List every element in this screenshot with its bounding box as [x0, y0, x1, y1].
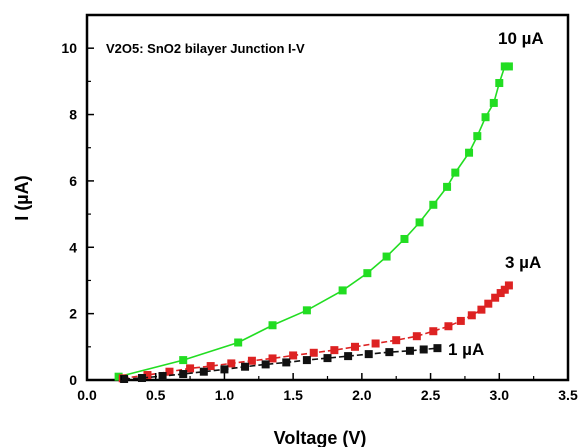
data-point	[179, 370, 188, 379]
data-point	[268, 321, 277, 330]
data-point	[429, 200, 438, 209]
x-tick-label: 0.0	[77, 387, 97, 403]
data-point	[338, 286, 347, 295]
x-tick-label: 2.5	[421, 387, 441, 403]
data-point	[477, 305, 486, 314]
data-point	[500, 62, 509, 71]
data-point	[179, 356, 188, 365]
data-point	[412, 332, 421, 341]
data-point	[364, 350, 373, 359]
series-10ua	[114, 62, 513, 381]
data-point	[382, 252, 391, 261]
data-point	[433, 344, 442, 353]
series-label-3ua: 3 µA	[505, 253, 541, 272]
data-point	[371, 339, 380, 348]
data-point	[344, 352, 353, 361]
ticks-group: 0.0 0.5 1.0 1.5 2.0 2.5 3.0 3.5 0 2 4 6 8 10	[61, 14, 578, 403]
series-3ua	[118, 281, 513, 383]
data-point	[496, 289, 505, 298]
y-tick-label: 2	[69, 306, 77, 322]
data-point	[158, 372, 167, 381]
data-point	[473, 132, 482, 141]
data-point	[120, 375, 129, 384]
data-point	[495, 79, 504, 88]
x-tick-label: 1.5	[283, 387, 303, 403]
data-point	[234, 338, 243, 347]
chart-title: V2O5: SnO2 bilayer Junction I-V	[106, 41, 305, 56]
plot-frame	[85, 13, 570, 382]
series-group	[114, 62, 513, 384]
data-point	[481, 113, 490, 122]
data-point	[467, 311, 476, 320]
data-point	[323, 354, 332, 363]
data-point	[261, 360, 270, 369]
x-tick-label: 0.5	[146, 387, 166, 403]
series-label-1ua: 1 µA	[448, 340, 484, 359]
data-point	[443, 182, 452, 191]
data-point	[143, 371, 152, 380]
y-tick-label: 0	[69, 372, 77, 388]
data-point	[114, 372, 123, 381]
x-tick-label: 3.0	[490, 387, 510, 403]
data-point	[451, 168, 460, 177]
data-point	[350, 342, 359, 351]
data-point	[363, 269, 372, 278]
data-point	[489, 98, 498, 107]
data-point	[186, 364, 195, 373]
x-tick-label: 1.0	[215, 387, 235, 403]
data-point	[504, 281, 513, 290]
data-point	[268, 354, 277, 363]
y-tick-label: 6	[69, 173, 77, 189]
y-tick-label: 4	[69, 239, 77, 255]
data-point	[220, 365, 229, 374]
data-point	[405, 346, 414, 355]
series-line-3ua	[122, 284, 510, 380]
data-point	[392, 336, 401, 345]
data-point	[206, 362, 215, 371]
data-point	[289, 351, 298, 360]
x-tick-label: 3.5	[558, 387, 578, 403]
data-point	[137, 374, 146, 383]
data-point	[241, 362, 250, 371]
plot-frame-group	[85, 13, 570, 382]
data-point	[415, 218, 424, 227]
data-point	[465, 148, 474, 157]
data-point	[309, 348, 318, 357]
x-tick-label: 2.0	[352, 387, 372, 403]
y-tick-label: 10	[61, 40, 77, 56]
data-point	[302, 306, 311, 315]
y-axis-title: I (µA)	[12, 175, 32, 220]
data-point	[302, 356, 311, 365]
data-point	[400, 234, 409, 243]
data-point	[444, 322, 453, 331]
data-point	[330, 346, 339, 355]
data-point	[419, 345, 428, 354]
data-point	[227, 359, 236, 368]
data-point	[282, 358, 291, 367]
x-axis-title: Voltage (V)	[274, 428, 367, 447]
y-tick-label: 8	[69, 107, 77, 123]
series-label-10ua: 10 µA	[498, 29, 544, 48]
data-point	[504, 62, 513, 71]
series-1ua	[120, 344, 442, 384]
data-point	[199, 367, 208, 376]
data-point	[491, 293, 500, 302]
data-point	[429, 327, 438, 336]
data-point	[247, 356, 256, 365]
data-point	[385, 348, 394, 357]
data-point	[500, 285, 509, 294]
data-point	[165, 367, 174, 376]
data-point	[484, 299, 493, 308]
data-point	[456, 316, 465, 325]
